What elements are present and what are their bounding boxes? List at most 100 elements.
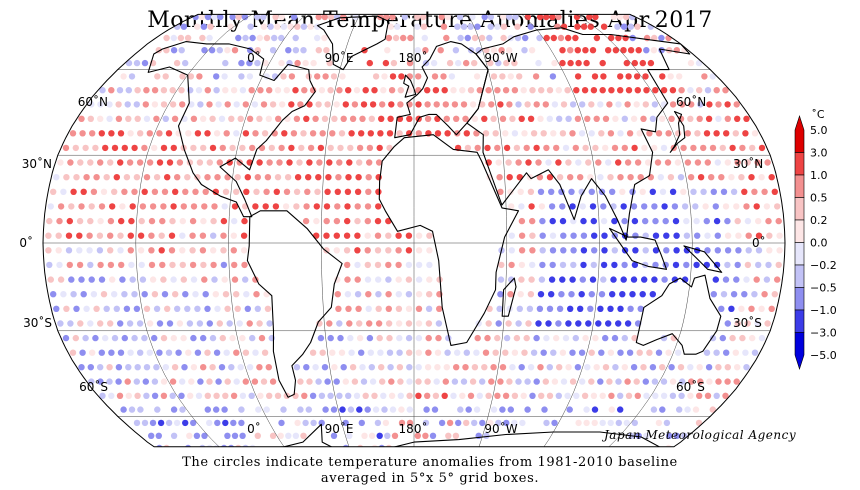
anomaly-circle	[437, 47, 444, 54]
anomaly-circle	[609, 188, 616, 195]
anomaly-circle	[422, 432, 429, 439]
anomaly-circle	[743, 364, 750, 371]
anomaly-circle	[652, 247, 660, 254]
anomaly-circle	[283, 188, 291, 195]
anomaly-circle	[520, 392, 527, 399]
anomaly-circle	[321, 34, 328, 42]
anomaly-circle	[365, 305, 372, 312]
lon-label-bottom-180: 180˚	[399, 421, 428, 436]
anomaly-circle	[567, 305, 574, 312]
anomaly-circle	[396, 364, 404, 371]
anomaly-circle	[503, 334, 511, 342]
anomaly-circle	[224, 174, 231, 181]
anomaly-circle	[652, 217, 659, 225]
anomaly-circle	[709, 144, 717, 152]
anomaly-circle	[301, 392, 308, 399]
lat-label-left-30n: 30˚N	[22, 156, 52, 171]
anomaly-circle	[624, 378, 631, 385]
anomaly-circle	[608, 34, 615, 42]
anomaly-circle	[293, 364, 301, 371]
anomaly-circle	[463, 130, 470, 137]
anomaly-circle	[210, 14, 218, 21]
anomaly-circle	[506, 47, 513, 54]
anomaly-circle	[600, 203, 607, 210]
anomaly-circle	[346, 320, 353, 327]
anomaly-circle	[592, 334, 599, 342]
anomaly-circle	[720, 188, 728, 195]
anomaly-circle	[549, 14, 556, 21]
anomaly-circle	[45, 247, 52, 254]
anomaly-circle	[580, 261, 587, 269]
anomaly-circle	[575, 320, 582, 327]
anomaly-circle	[107, 320, 114, 327]
anomaly-circle	[170, 144, 177, 152]
anomaly-circle	[343, 247, 351, 254]
anomaly-circle	[204, 392, 211, 399]
anomaly-circle	[239, 432, 246, 439]
anomaly-circle	[263, 34, 271, 42]
anomaly-circle	[593, 115, 600, 123]
anomaly-circle	[639, 188, 646, 195]
anomaly-circle	[309, 130, 317, 137]
anomaly-circle	[579, 378, 586, 385]
anomaly-circle	[655, 419, 663, 427]
anomaly-circle	[406, 364, 413, 371]
anomaly-circle	[151, 378, 159, 385]
anomaly-circle	[553, 334, 560, 342]
anomaly-circle	[422, 47, 429, 54]
anomaly-circle	[704, 247, 711, 254]
anomaly-circle	[743, 276, 750, 283]
anomaly-circle	[494, 392, 501, 399]
anomaly-circle	[633, 378, 640, 385]
anomaly-circle	[108, 87, 115, 94]
anomaly-circle	[415, 130, 422, 137]
anomaly-circle	[220, 232, 227, 239]
anomaly-circle	[658, 34, 665, 42]
anomaly-circle	[366, 144, 374, 152]
anomaly-circle	[334, 188, 341, 195]
anomaly-circle	[57, 203, 65, 210]
anomaly-circle	[624, 101, 631, 108]
anomaly-circle	[766, 247, 773, 254]
anomaly-circle	[528, 276, 535, 283]
anomaly-circle	[179, 101, 186, 108]
anomaly-circle	[469, 14, 476, 21]
anomaly-circle	[570, 247, 577, 254]
anomaly-circle	[200, 364, 207, 371]
anomaly-circle	[222, 392, 229, 399]
anomaly-circle	[541, 406, 548, 413]
anomaly-circle	[224, 101, 231, 108]
anomaly-circle	[471, 419, 478, 427]
anomaly-circle	[365, 291, 372, 298]
anomaly-circle	[722, 203, 730, 210]
anomaly-circle	[76, 261, 84, 269]
anomaly-circle	[559, 59, 566, 67]
anomaly-circle	[675, 349, 682, 356]
anomaly-circle	[518, 115, 525, 123]
anomaly-circle	[79, 349, 86, 356]
anomaly-circle	[600, 217, 608, 225]
anomaly-circle	[584, 364, 591, 371]
anomaly-circle	[539, 261, 546, 269]
anomaly-circle	[254, 305, 261, 312]
anomaly-circle	[285, 432, 292, 439]
anomaly-circle	[651, 144, 658, 152]
anomaly-circle	[271, 34, 278, 42]
anomaly-circle	[724, 261, 731, 269]
anomaly-circle	[506, 378, 513, 385]
anomaly-circle	[615, 419, 622, 427]
anomaly-circle	[597, 101, 604, 108]
anomaly-circle	[182, 59, 189, 67]
anomaly-circle	[196, 159, 204, 166]
anomaly-circle	[107, 247, 114, 254]
anomaly-circle	[160, 144, 168, 152]
anomaly-circle	[495, 419, 502, 427]
anomaly-circle	[713, 217, 721, 225]
anomaly-circle	[334, 203, 341, 210]
legend-tick-label: 0.0	[810, 237, 828, 250]
anomaly-circle	[631, 419, 638, 427]
anomaly-circle	[670, 334, 677, 342]
anomaly-circle	[643, 432, 650, 439]
anomaly-circle	[151, 144, 158, 152]
coastline-uk	[403, 74, 417, 98]
